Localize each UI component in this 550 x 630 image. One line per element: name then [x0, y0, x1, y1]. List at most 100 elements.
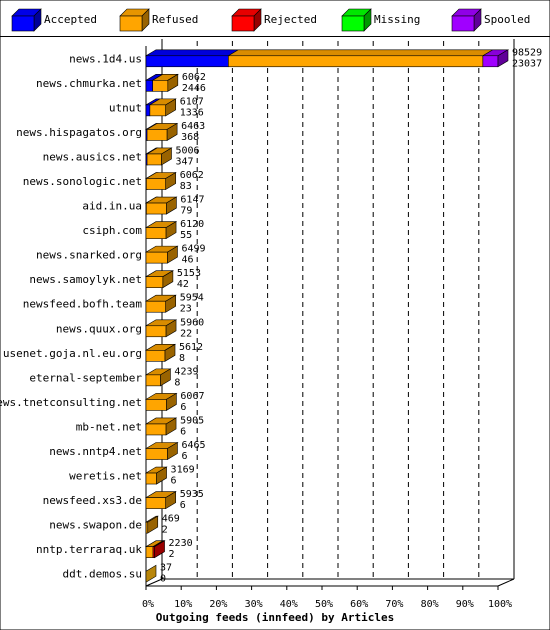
bar-side-20: [154, 540, 165, 559]
legend: Accepted Refused Rejected Missing Spooled: [11, 8, 530, 32]
bar-refused-20: [145, 546, 154, 558]
bar-side-21: [145, 564, 157, 583]
bar-side-19: [147, 515, 159, 534]
floor-left: [145, 578, 163, 587]
accepted-value-label: 347: [175, 156, 193, 167]
offered-value-label: 5905: [180, 415, 204, 426]
bar-side-17: [156, 466, 167, 485]
offered-value-label: 2230: [169, 538, 193, 549]
category-label: news.samoylyk.net: [29, 273, 142, 286]
bar-refused-12: [145, 350, 166, 362]
x-axis: 0% 10% 20% 30% 40% 50% 60% 70% 80% 90% 100%: [142, 586, 512, 610]
offered-value-label: 98529: [512, 47, 542, 58]
legend-label-spooled: Spooled: [484, 13, 530, 26]
bar-refused-5: [146, 178, 167, 190]
bar-side-10: [165, 294, 177, 313]
accepted-value-label: 22: [180, 328, 192, 339]
accepted-value-label: 368: [181, 132, 199, 143]
accepted-value-label: 46: [181, 255, 193, 266]
accepted-value-label: 2: [169, 549, 175, 560]
bar-refused-16: [145, 448, 168, 460]
bar-top-refused-0: [227, 49, 494, 57]
bar-top-accepted-0: [144, 49, 240, 57]
bar-side-6: [166, 196, 177, 215]
bar-side-18: [165, 491, 177, 510]
legend-swatch-accepted: [11, 15, 35, 32]
bar-refused-13: [145, 374, 161, 387]
accepted-value-label: 0: [160, 574, 166, 585]
offered-value-label: 3169: [171, 465, 195, 476]
bar-refused-11: [145, 325, 167, 338]
offered-value-label: 5954: [180, 293, 204, 304]
x-tick-label: 70%: [385, 599, 403, 610]
bar-refused-17: [145, 472, 157, 485]
legend-swatch-rejected: [231, 15, 255, 32]
bar-accepted-0: [145, 55, 229, 68]
category-label: news.snarked.org: [36, 249, 142, 262]
offered-value-label: 4239: [174, 366, 198, 377]
bar-spooled-0: [482, 55, 499, 68]
x-tick-label: 10%: [174, 599, 192, 610]
accepted-value-label: 6: [180, 500, 186, 511]
accepted-value-label: 8: [179, 353, 185, 364]
accepted-value-label: 2446: [182, 83, 206, 94]
accepted-value-label: 23037: [512, 58, 542, 69]
category-label: newsfeed.xs3.de: [43, 494, 142, 507]
bar-refused-6: [146, 202, 167, 215]
accepted-value-label: 6: [171, 476, 177, 487]
bar-refused-18: [145, 497, 167, 509]
offered-value-label: 37: [160, 563, 172, 574]
bar-side-7: [165, 221, 177, 240]
bar-refused-0: [228, 55, 484, 68]
category-label: news.chmurka.net: [36, 77, 142, 90]
offered-value-label: 6120: [180, 219, 204, 230]
category-label: news.swapon.de: [49, 519, 142, 532]
x-tick-label: 50%: [315, 599, 333, 610]
x-tick-label: 90%: [456, 599, 474, 610]
category-label: csiph.com: [82, 224, 142, 237]
bar-side-4: [161, 147, 172, 166]
bar-refused-8: [145, 251, 168, 264]
bar-side-15: [165, 417, 177, 436]
bar-refused-4: [146, 153, 162, 166]
bar-refused-2: [149, 104, 167, 117]
category-label: news.sonologic.net: [23, 175, 142, 188]
bar-side-9: [162, 270, 174, 289]
bar-accepted-1: [145, 80, 153, 92]
category-labels: news.1d4.us news.chmurka.net utnut news.his…: [0, 52, 142, 580]
category-label: usenet.goja.nl.eu.org: [3, 347, 142, 360]
legend-label-accepted: Accepted: [44, 13, 97, 26]
category-label: news.quux.org: [56, 322, 142, 335]
accepted-value-label: 2: [162, 525, 168, 536]
x-tick-label: 0%: [142, 599, 154, 610]
bar-refused-9: [145, 276, 164, 288]
category-label: news.1d4.us: [69, 52, 142, 65]
x-tick-label: 30%: [245, 599, 263, 610]
category-label: eternal-september: [29, 371, 142, 384]
legend-swatch-missing: [341, 15, 365, 32]
bar-refused-15: [145, 423, 167, 436]
x-tick-label: 80%: [421, 599, 439, 610]
category-label: news.nntp4.net: [49, 445, 142, 458]
bar-side-1: [167, 73, 179, 92]
accepted-value-label: 23: [180, 304, 192, 315]
accepted-value-label: 42: [177, 279, 189, 290]
value-labels: 9852923037606224466107133664633685006347…: [160, 47, 542, 584]
accepted-value-label: 6: [181, 451, 187, 462]
bar-side-16: [167, 441, 178, 461]
offered-value-label: 469: [162, 514, 180, 525]
offered-value-label: 6147: [180, 195, 204, 206]
offered-value-label: 6062: [182, 72, 206, 83]
category-label: weretis.net: [69, 470, 142, 483]
category-label: news.tnetconsulting.net: [0, 396, 142, 409]
category-label: nntp.terraraq.uk: [36, 543, 142, 556]
category-label: news.ausics.net: [43, 150, 142, 163]
bar-refused-10: [145, 300, 167, 313]
bar-side-5: [165, 171, 177, 191]
bar-side-14: [166, 392, 177, 411]
accepted-value-label: 79: [180, 206, 192, 217]
offered-value-label: 6067: [180, 391, 204, 402]
category-label: news.hispagatos.org: [16, 126, 142, 139]
offered-value-label: 5612: [179, 342, 203, 353]
